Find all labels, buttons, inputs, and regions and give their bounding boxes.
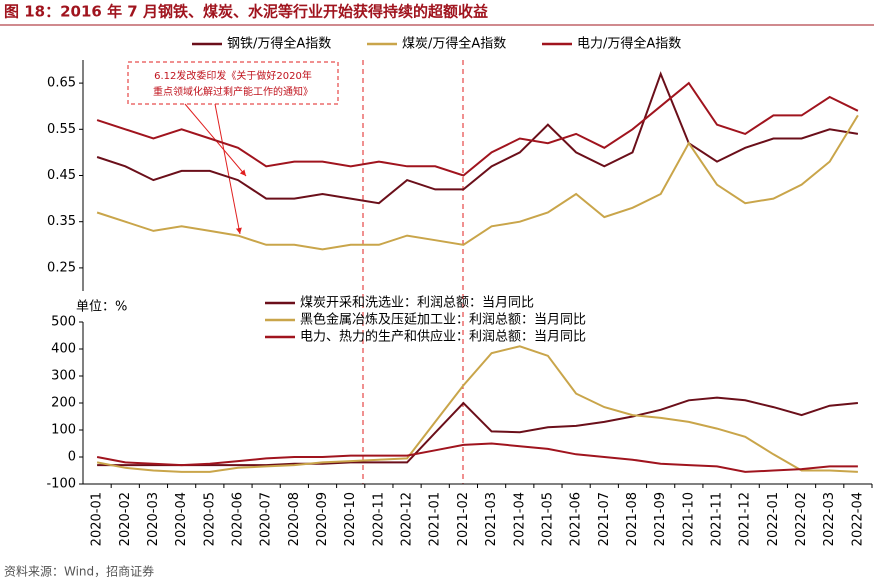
- x-tick-label: 2021-12: [738, 492, 753, 546]
- y-tick-label: 0.55: [47, 122, 76, 137]
- x-tick-label: 2021-02: [456, 492, 471, 546]
- x-tick-label: 2021-09: [653, 492, 668, 546]
- x-tick-label: 2020-12: [400, 492, 415, 546]
- x-tick-label: 2022-01: [766, 492, 781, 546]
- annotation-arrow: [214, 103, 242, 235]
- x-tick-label: 2020-03: [146, 492, 161, 546]
- x-tick-label: 2020-01: [90, 492, 105, 546]
- x-tick-label: 2020-06: [230, 492, 245, 546]
- y-tick-label: 0.65: [47, 76, 76, 91]
- x-tick-label: 2022-04: [850, 492, 865, 546]
- x-tick-label: 2022-02: [794, 492, 809, 546]
- x-tick-label: 2020-08: [287, 492, 302, 546]
- x-tick-label: 2020-11: [371, 492, 386, 546]
- legend-label: 电力、热力的生产和供应业：利润总额：当月同比: [300, 329, 586, 345]
- annotation: 6.12发改委印发《关于做好2020年: [154, 69, 312, 82]
- x-tick-label: 2020-04: [174, 492, 189, 546]
- x-tick-label: 2021-07: [597, 492, 612, 546]
- y-tick-label: 200: [51, 396, 76, 411]
- y-tick-label: 300: [51, 369, 76, 384]
- y-tick-label: 0: [68, 450, 76, 465]
- x-tick-label: 2021-10: [681, 492, 696, 546]
- y-tick-label: 0.45: [47, 168, 76, 183]
- x-tick-label: 2021-03: [484, 492, 499, 546]
- x-tick-label: 2020-02: [118, 492, 133, 546]
- source: 资料来源：Wind，招商证券: [4, 564, 154, 579]
- legend-label: 钢铁/万得全A指数: [227, 36, 331, 52]
- x-tick-label: 2020-05: [202, 492, 217, 546]
- legend-label: 煤炭/万得全A指数: [402, 36, 506, 52]
- series-line: [97, 396, 858, 467]
- y-tick-label: 400: [51, 342, 76, 357]
- x-tick-label: 2021-08: [625, 492, 640, 546]
- legend-label: 煤炭开采和洗选业：利润总额：当月同比: [300, 296, 534, 311]
- y-tick-label: 0.35: [47, 214, 76, 229]
- x-tick-label: 2021-01: [428, 492, 443, 546]
- y-tick-label: 100: [51, 423, 76, 438]
- x-tick-label: 2020-09: [315, 492, 330, 546]
- y-tick-label: 0.25: [47, 260, 76, 275]
- legend-label: 黑色金属冶炼及压延加工业：利润总额：当月同比: [300, 312, 586, 328]
- y-tick-label: 500: [51, 315, 76, 330]
- x-tick-label: 2022-03: [822, 492, 837, 546]
- x-tick-label: 2021-04: [512, 492, 527, 546]
- x-tick-label: 2020-07: [259, 492, 274, 546]
- annotation: 重点领域化解过剩产能工作的通知》: [153, 85, 313, 98]
- series-line: [96, 442, 858, 473]
- unit-label: 单位：%: [76, 300, 127, 315]
- series-line: [96, 71, 859, 205]
- y-tick-label: -100: [46, 477, 76, 492]
- page-title: 图 18：2016 年 7 月钢铁、煤炭、水泥等行业开始获得持续的超额收益: [4, 3, 488, 21]
- annotation-box: [127, 61, 339, 105]
- x-tick-label: 2021-05: [540, 492, 555, 546]
- x-tick-label: 2021-11: [710, 492, 725, 546]
- series-line: [96, 114, 859, 251]
- legend-label: 电力/万得全A指数: [577, 36, 681, 52]
- x-tick-label: 2021-06: [569, 492, 584, 546]
- series-line: [96, 345, 858, 473]
- x-tick-label: 2020-10: [343, 492, 358, 546]
- series-line: [96, 81, 859, 177]
